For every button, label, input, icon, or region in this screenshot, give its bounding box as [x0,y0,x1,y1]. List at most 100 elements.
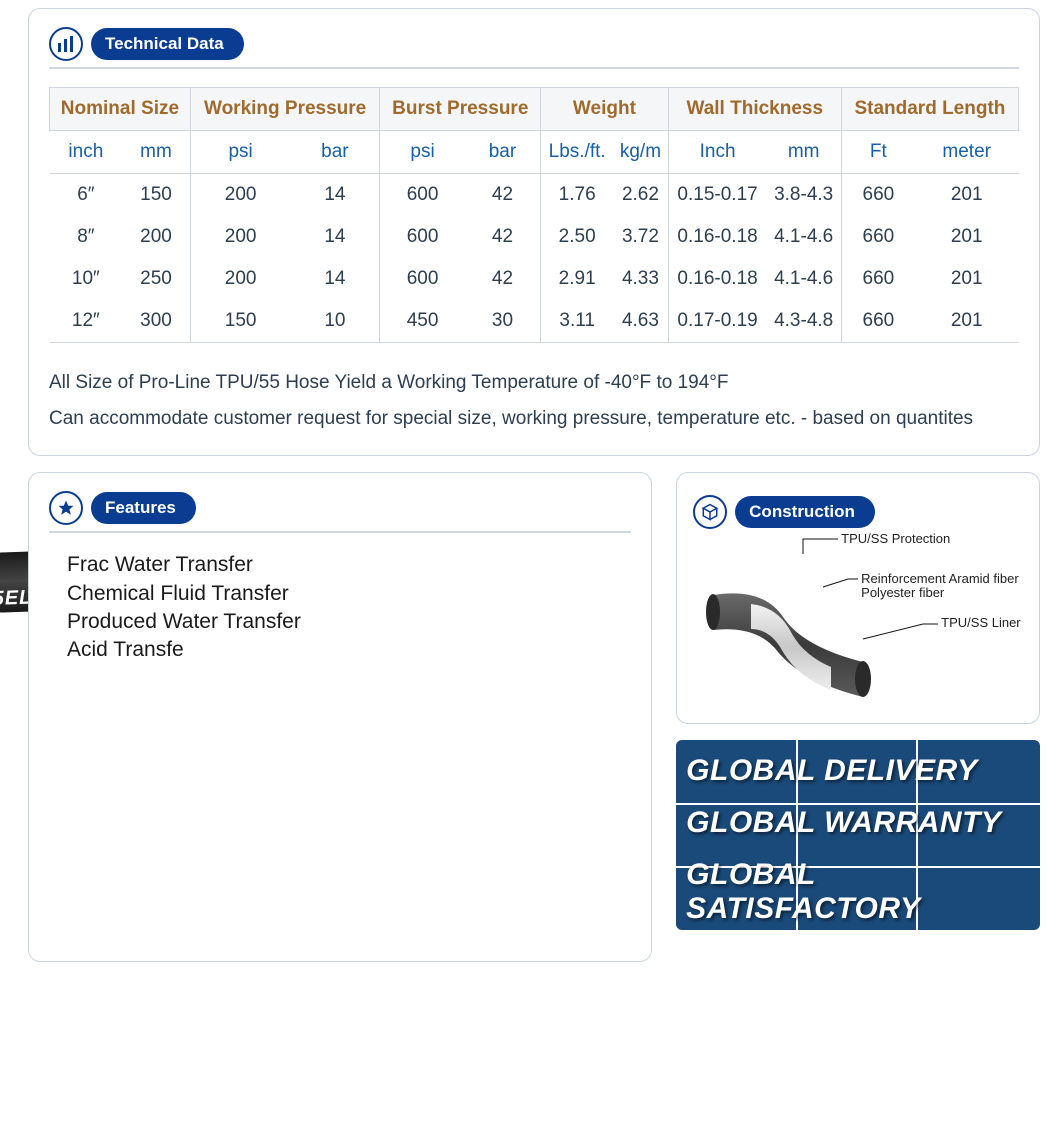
table-cell: 12″ [50,300,123,343]
technical-data-table: Nominal SizeWorking PressureBurst Pressu… [49,87,1019,343]
table-cell: 4.63 [613,300,668,343]
table-cell: 3.8-4.3 [766,174,841,217]
table-row: 6″15020014600421.762.620.15-0.173.8-4.36… [50,174,1019,217]
feature-item: Acid Transfe [67,636,631,664]
table-group-header: Weight [541,88,669,131]
features-list: Frac Water TransferChemical Fluid Transf… [67,551,631,664]
table-cell: 450 [380,300,465,343]
construction-label: TPU/SS Liner [941,615,1020,630]
table-unit-header: bar [290,131,380,174]
table-cell: 3.72 [613,216,668,258]
technical-data-title: Technical Data [91,28,244,60]
table-cell: 201 [915,258,1019,300]
table-group-header: Working Pressure [190,88,380,131]
table-group-header-row: Nominal SizeWorking PressureBurst Pressu… [50,88,1019,131]
banner-line: GLOBAL WARRANTY [686,806,1030,840]
table-cell: 42 [465,174,541,217]
technical-note: All Size of Pro-Line TPU/55 Hose Yield a… [49,365,1019,401]
table-cell: 3.11 [541,300,614,343]
features-card: Features Frac Water TransferChemical Flu… [28,472,652,962]
construction-label: Polyester fiber [861,585,944,600]
table-unit-header: psi [380,131,465,174]
table-cell: 4.1-4.6 [766,216,841,258]
features-header: Features [49,491,631,533]
construction-header: Construction [693,495,1023,529]
table-cell: 200 [190,216,290,258]
table-cell: 250 [122,258,190,300]
table-unit-header: inch [50,131,123,174]
table-cell: 4.33 [613,258,668,300]
table-cell: 8″ [50,216,123,258]
table-cell: 600 [380,258,465,300]
table-cell: 2.50 [541,216,614,258]
table-cell: 600 [380,216,465,258]
table-cell: 42 [465,258,541,300]
table-cell: 200 [190,258,290,300]
table-row: 12″30015010450303.114.630.17-0.194.3-4.8… [50,300,1019,343]
table-cell: 660 [841,300,915,343]
table-cell: 201 [915,300,1019,343]
table-cell: 660 [841,174,915,217]
banner-line: GLOBAL DELIVERY [686,754,1030,788]
table-group-header: Wall Thickness [668,88,841,131]
table-cell: 4.1-4.6 [766,258,841,300]
table-cell: 200 [190,174,290,217]
table-cell: 300 [122,300,190,343]
feature-item: Produced Water Transfer [67,608,631,636]
table-unit-header: Inch [668,131,766,174]
table-cell: 14 [290,174,380,217]
table-cell: 0.15-0.17 [668,174,766,217]
table-cell: 0.16-0.18 [668,258,766,300]
table-cell: 600 [380,174,465,217]
table-group-header: Nominal Size [50,88,191,131]
table-cell: 42 [465,216,541,258]
table-cell: 150 [122,174,190,217]
star-icon [49,491,83,525]
table-row: 10″25020014600422.914.330.16-0.184.1-4.6… [50,258,1019,300]
table-cell: 660 [841,216,915,258]
table-group-header: Standard Length [841,88,1018,131]
table-cell: 150 [190,300,290,343]
technical-notes: All Size of Pro-Line TPU/55 Hose Yield a… [49,365,1019,437]
features-title: Features [91,492,196,524]
construction-title: Construction [735,496,875,528]
table-cell: 10″ [50,258,123,300]
bar-chart-icon [49,27,83,61]
table-cell: 14 [290,216,380,258]
table-cell: 200 [122,216,190,258]
feature-item: Frac Water Transfer [67,551,631,579]
table-cell: 30 [465,300,541,343]
table-cell: 1.76 [541,174,614,217]
global-banner: GLOBAL DELIVERY GLOBAL WARRANTY GLOBAL S… [676,740,1040,930]
table-units-row: inchmmpsibarpsibarLbs./ft.kg/mInchmmFtme… [50,131,1019,174]
table-cell: 660 [841,258,915,300]
table-unit-header: mm [766,131,841,174]
construction-label: TPU/SS Protection [841,531,950,546]
table-cell: 14 [290,258,380,300]
technical-note: Can accommodate customer request for spe… [49,401,1019,437]
table-cell: 6″ [50,174,123,217]
cube-icon [693,495,727,529]
table-cell: 201 [915,216,1019,258]
table-cell: 0.16-0.18 [668,216,766,258]
construction-label: Reinforcement Aramid fiber [861,571,1019,586]
feature-item: Chemical Fluid Transfer [67,580,631,608]
banner-line: GLOBAL SATISFACTORY [686,858,1030,926]
table-cell: 2.62 [613,174,668,217]
table-row: 8″20020014600422.503.720.16-0.184.1-4.66… [50,216,1019,258]
table-group-header: Burst Pressure [380,88,541,131]
table-unit-header: mm [122,131,190,174]
table-cell: 2.91 [541,258,614,300]
table-cell: 0.17-0.19 [668,300,766,343]
table-unit-header: Lbs./ft. [541,131,614,174]
table-cell: 201 [915,174,1019,217]
construction-diagram: TPU/SS Protection Reinforcement Aramid f… [693,529,1023,709]
table-unit-header: kg/m [613,131,668,174]
technical-data-card: Technical Data Nominal SizeWorking Press… [28,8,1040,456]
table-body: 6″15020014600421.762.620.15-0.173.8-4.36… [50,174,1019,343]
table-unit-header: Ft [841,131,915,174]
table-unit-header: psi [190,131,290,174]
table-cell: 10 [290,300,380,343]
table-unit-header: bar [465,131,541,174]
table-cell: 4.3-4.8 [766,300,841,343]
